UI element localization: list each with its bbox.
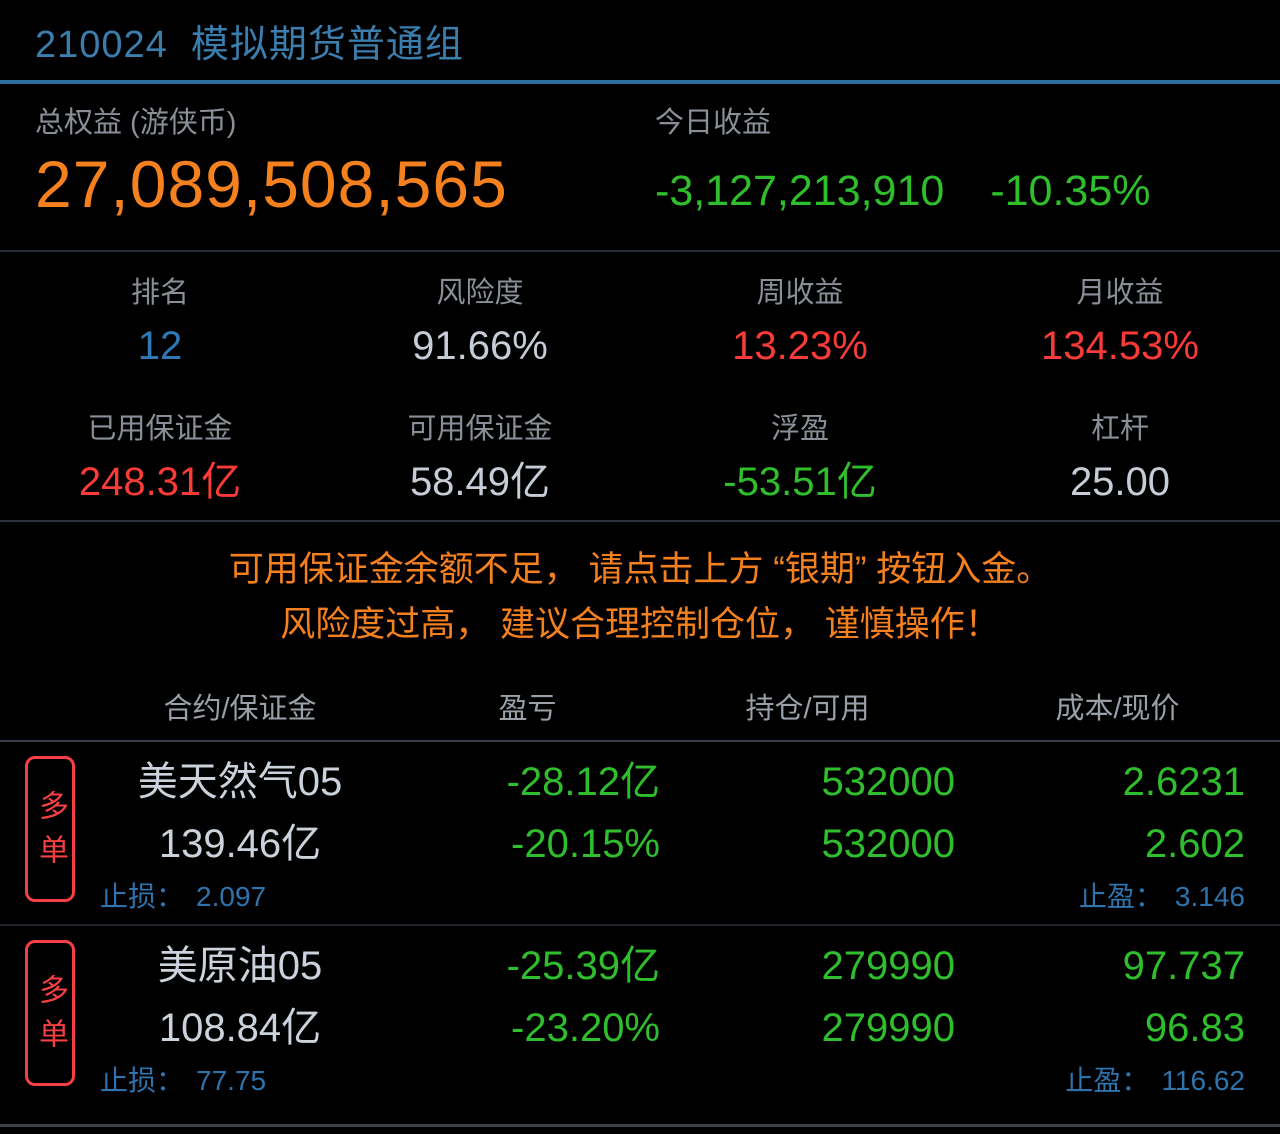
stop-loss-value: 77.75 [196,1065,267,1096]
stat-available-margin: 可用保证金 58.49亿 [320,412,640,520]
take-profit[interactable]: 止盈： 3.146 [1079,880,1245,914]
current-price: 2.602 [1144,822,1245,866]
stop-loss[interactable]: 止损： 77.75 [100,1064,266,1098]
contract-name: 美天然气05 [137,760,343,804]
pnl-value: -25.39亿 [506,944,660,988]
total-equity-block: 总权益 (游侠币) 27,089,508,565 [35,106,1280,224]
total-equity-label: 总权益 (游侠币) [35,107,237,139]
pnl-percent: -20.15% [511,822,660,866]
stat-used-margin: 已用保证金 248.31亿 [0,412,320,520]
stop-loss-label: 止损： [100,881,185,912]
position-volume: 532000 [821,760,955,804]
stop-loss-label: 止损： [100,1065,185,1096]
floating-pnl-value: -53.51亿 [723,460,877,504]
contract-name: 美原油05 [157,944,323,988]
stat-month-profit: 月收益 134.53% [960,276,1280,384]
take-profit-label: 止盈： [1065,1065,1150,1096]
pnl-percent: -23.20% [511,1006,660,1050]
positions-table-header: 合约/保证金 盈亏 持仓/可用 成本/现价 [0,657,1280,742]
position-volume: 279990 [821,944,955,988]
take-profit[interactable]: 止盈： 116.62 [1065,1064,1245,1098]
stat-floating-pnl: 浮盈 -53.51亿 [640,412,960,520]
today-profit-label: 今日收益 [655,107,772,139]
position-row-crude[interactable]: 多单 美原油05 -25.39亿 279990 97.737 108.84亿 -… [0,926,1280,1127]
margin-value: 139.46亿 [158,822,322,866]
stat-week-profit: 周收益 13.23% [640,276,960,384]
take-profit-value: 3.146 [1174,881,1245,912]
header-spacer [0,685,85,740]
leverage-value: 25.00 [1069,460,1171,504]
stop-loss-value: 2.097 [196,881,267,912]
warning-banner: 可用保证金余额不足， 请点击上方 “银期” 按钮入金。 风险度过高， 建议合理控… [0,522,1280,657]
stats-grid: 排名 12 风险度 91.66% 周收益 13.23% 月收益 134.53% … [0,252,1280,522]
take-profit-value: 116.62 [1161,1065,1245,1096]
used-margin-value: 248.31亿 [78,460,242,504]
cost-value: 2.6231 [1122,760,1245,804]
header-bar: 210024 模拟期货普通组 [0,0,1280,84]
stat-risk: 风险度 91.66% [320,276,640,384]
margin-value: 108.84亿 [158,1006,322,1050]
warning-line-2: 风险度过高， 建议合理控制仓位， 谨慎操作！ [280,605,1000,644]
rank-value[interactable]: 12 [137,324,183,368]
warning-line-1: 可用保证金余额不足， 请点击上方 “银期” 按钮入金。 [228,550,1052,589]
col-position-available: 持仓/可用 [745,693,870,725]
page-title[interactable]: 210024 模拟期货普通组 [35,23,464,66]
equity-section: 总权益 (游侠币) 27,089,508,565 今日收益 -3,127,213… [0,84,1280,252]
available-volume: 279990 [821,1006,955,1050]
month-profit-value: 134.53% [1041,324,1199,368]
current-price: 96.83 [1144,1006,1245,1050]
total-equity-value: 27,089,508,565 [35,147,508,221]
long-position-badge: 多单 [25,756,75,902]
stop-loss[interactable]: 止损： 2.097 [100,880,266,914]
col-pnl: 盈亏 [498,693,557,725]
available-volume: 532000 [821,822,955,866]
week-profit-value: 13.23% [732,324,868,368]
long-position-badge: 多单 [25,940,75,1086]
badge-column: 多单 [0,926,85,1108]
badge-column: 多单 [0,742,85,924]
pnl-value: -28.12亿 [506,760,660,804]
stat-rank: 排名 12 [0,276,320,384]
today-profit-percent: -10.35% [990,167,1151,215]
risk-value: 91.66% [412,324,548,368]
position-row-natgas[interactable]: 多单 美天然气05 -28.12亿 532000 2.6231 139.46亿 … [0,742,1280,926]
stat-leverage: 杠杆 25.00 [960,412,1280,520]
col-cost-price: 成本/现价 [1055,693,1180,725]
today-profit-value: -3,127,213,910 [655,167,945,215]
available-margin-value: 58.49亿 [409,460,551,504]
take-profit-label: 止盈： [1078,881,1163,912]
today-profit-block: 今日收益 -3,127,213,910 -10.35% [655,106,1150,216]
col-contract-margin: 合约/保证金 [163,693,317,725]
cost-value: 97.737 [1122,944,1245,988]
